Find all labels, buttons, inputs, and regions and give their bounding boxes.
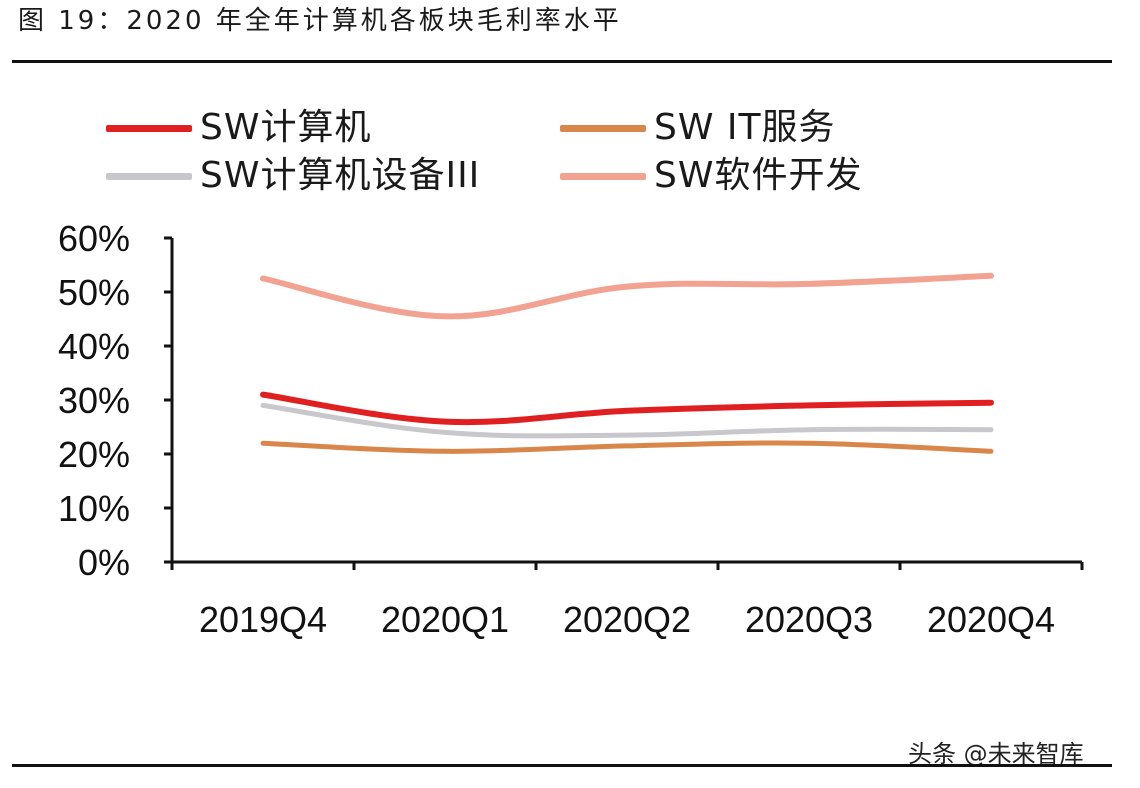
series-line-sw-it-services [260,440,994,454]
x-axis: 2019Q4 2020Q1 2020Q2 2020Q3 2020Q4 [170,560,1084,640]
legend-swatch-sw-it-services [560,124,646,132]
legend-label-sw-software-dev: SW软件开发 [654,155,863,196]
y-tick-label: 40% [58,326,130,367]
legend-label-sw-it-services: SW IT服务 [654,107,836,148]
x-tick-label: 2020Q3 [745,599,873,640]
series-line-sw-computer-equipment [260,402,994,439]
x-tick-label: 2020Q2 [563,599,691,640]
y-tick-label: 0% [78,542,130,583]
series-line-sw-software-dev [260,272,994,320]
legend-item-sw-software-dev: SW软件开发 [560,154,862,198]
y-tick-label: 50% [58,272,130,313]
x-tick-label: 2019Q4 [199,599,327,640]
watermark: 头条 @未来智库 [908,740,1084,768]
legend-item-sw-it-services: SW IT服务 [560,106,836,150]
legend-label-sw-computer: SW计算机 [200,107,372,148]
x-tick-label: 2020Q1 [381,599,509,640]
x-tick-label: 2020Q4 [927,599,1055,640]
legend-swatch-sw-computer [106,124,192,132]
y-tick-label: 20% [58,434,130,475]
y-tick-label: 60% [58,218,130,259]
figure-title: 图 19：2020 年全年计算机各板块毛利率水平 [18,6,622,36]
y-tick-label: 10% [58,488,130,529]
legend-label-sw-computer-equipment: SW计算机设备III [200,155,481,196]
legend-item-sw-computer: SW计算机 [106,106,371,150]
series-lines [260,272,994,454]
series-line-sw-computer [260,391,994,426]
legend-item-sw-computer-equipment: SW计算机设备III [106,154,480,198]
y-tick-label: 30% [58,380,130,421]
y-axis: 0% 10% 20% 30% 40% 50% 60% [58,218,174,583]
legend-swatch-sw-computer-equipment [106,172,192,180]
legend-swatch-sw-software-dev [560,172,646,180]
top-rule [12,60,1112,63]
bottom-rule [12,764,1112,767]
